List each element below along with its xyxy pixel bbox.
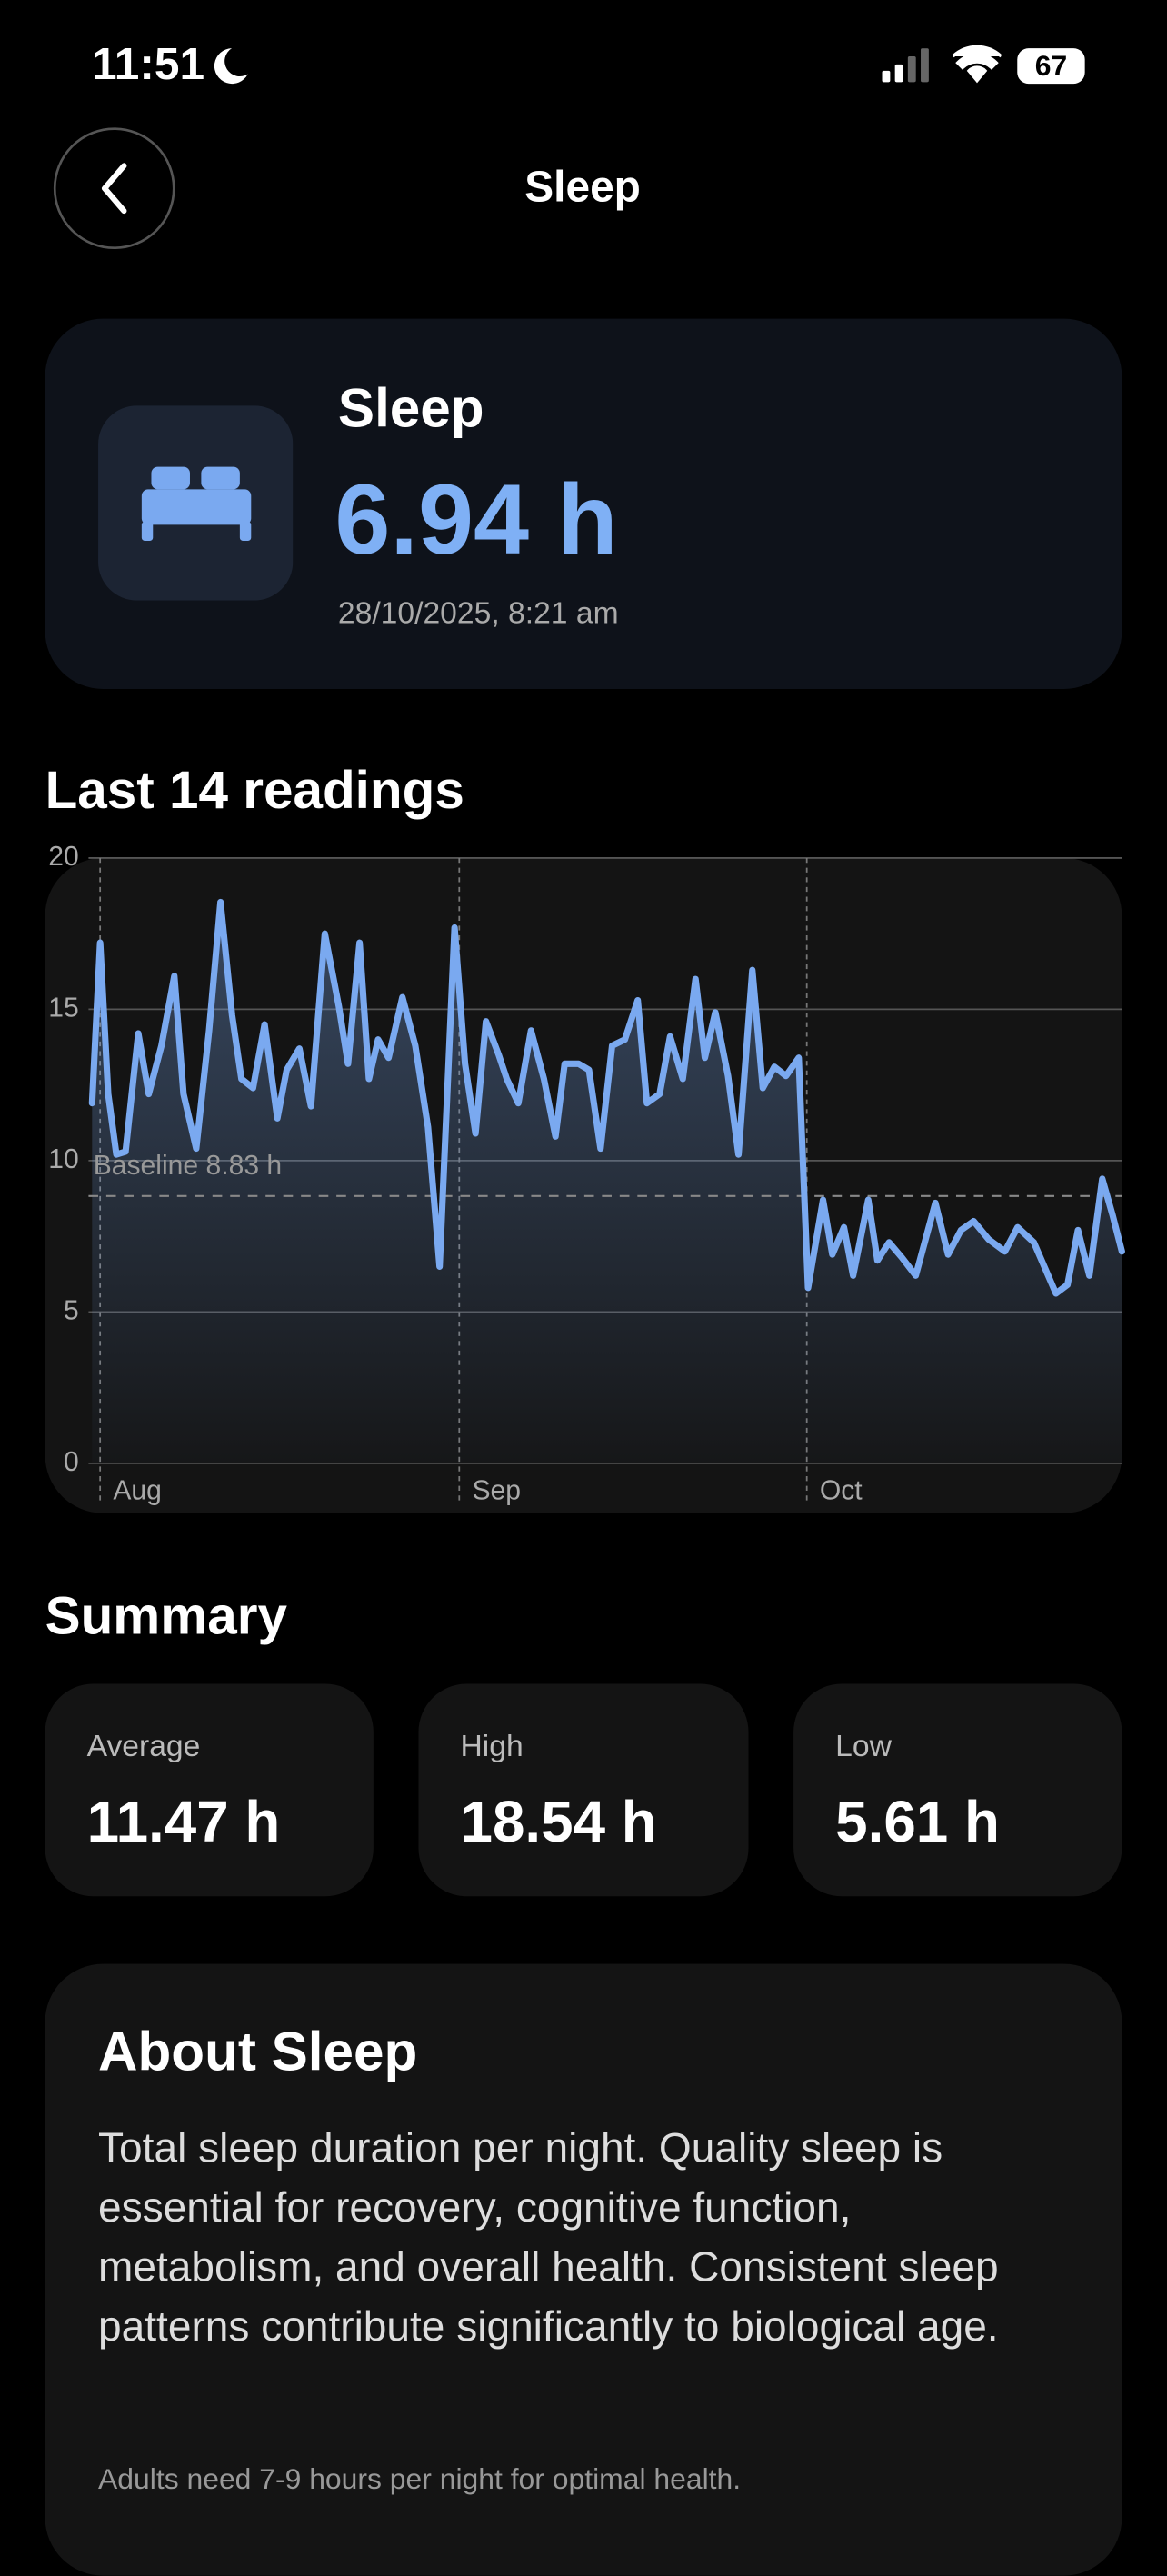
y-tick-label: 10 — [48, 1144, 78, 1174]
clock: 11:51 — [91, 38, 205, 89]
chart: 0 5 10 15 20 Aug Sep Oct Baseline 8.83 h — [45, 842, 1125, 1513]
summary-value: 5.61 h — [835, 1788, 1000, 1855]
back-button[interactable] — [53, 127, 175, 250]
summary-card: Average 11.47 h — [45, 1683, 374, 1897]
x-tick-label: Oct — [820, 1476, 863, 1506]
summary-label: Average — [86, 1730, 201, 1765]
page-title: Sleep — [524, 162, 641, 212]
wifi-icon — [953, 45, 1002, 84]
moon-icon — [214, 48, 248, 85]
line — [88, 898, 1125, 1297]
battery: 67 — [1017, 48, 1085, 85]
area — [92, 902, 1122, 1463]
summary-title: Summary — [45, 1585, 287, 1645]
about-body: Total sleep duration per night. Quality … — [98, 2122, 999, 2351]
metric-timestamp: 28/10/2025, 8:21 am — [337, 597, 619, 632]
summary-label: High — [460, 1730, 524, 1765]
summary-card: Low 5.61 h — [793, 1683, 1122, 1897]
y-tick-label: 15 — [48, 993, 78, 1023]
y-tick-label: 0 — [64, 1447, 79, 1477]
y-tick-label: 20 — [48, 842, 78, 872]
summary-card: High 18.54 h — [418, 1683, 749, 1897]
about-title: About Sleep — [98, 2022, 418, 2083]
bed-icon — [98, 405, 294, 601]
x-tick-label: Sep — [472, 1476, 521, 1506]
about-card: About Sleep Total sleep duration per nig… — [45, 1963, 1122, 2576]
metric-name: Sleep — [337, 378, 484, 440]
baseline-label: Baseline 8.83 h — [94, 1151, 282, 1181]
x-tick-label: Aug — [113, 1476, 162, 1506]
summary-label: Low — [835, 1730, 892, 1765]
summary-value: 18.54 h — [460, 1788, 657, 1855]
signal-icon — [882, 48, 929, 83]
y-tick-label: 5 — [64, 1295, 79, 1325]
about-note: Adults need 7-9 hours per night for opti… — [98, 2462, 742, 2496]
chart-title: Last 14 readings — [45, 759, 464, 820]
summary-value: 11.47 h — [86, 1788, 281, 1855]
metric-value: 6.94 h — [334, 464, 618, 577]
